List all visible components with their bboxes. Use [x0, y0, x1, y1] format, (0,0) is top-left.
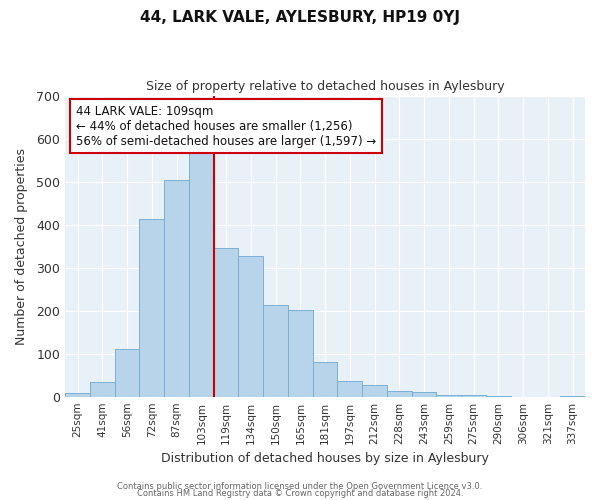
Bar: [412, 392, 436, 396]
Bar: [362, 385, 387, 396]
Bar: [189, 148, 214, 396]
Text: Contains public sector information licensed under the Open Government Licence v3: Contains public sector information licen…: [118, 482, 482, 491]
Bar: [115, 348, 139, 397]
Bar: [263, 305, 288, 396]
X-axis label: Distribution of detached houses by size in Aylesbury: Distribution of detached houses by size …: [161, 452, 489, 465]
Text: 44, LARK VALE, AYLESBURY, HP19 0YJ: 44, LARK VALE, AYLESBURY, HP19 0YJ: [140, 10, 460, 25]
Bar: [337, 381, 362, 396]
Bar: [288, 310, 313, 396]
Bar: [65, 393, 90, 396]
Bar: [387, 390, 412, 396]
Bar: [238, 256, 263, 396]
Bar: [214, 248, 238, 396]
Bar: [164, 180, 189, 396]
Y-axis label: Number of detached properties: Number of detached properties: [15, 148, 28, 344]
Bar: [90, 382, 115, 396]
Text: Contains HM Land Registry data © Crown copyright and database right 2024.: Contains HM Land Registry data © Crown c…: [137, 488, 463, 498]
Bar: [139, 219, 164, 396]
Text: 44 LARK VALE: 109sqm
← 44% of detached houses are smaller (1,256)
56% of semi-de: 44 LARK VALE: 109sqm ← 44% of detached h…: [76, 104, 376, 148]
Bar: [313, 362, 337, 396]
Title: Size of property relative to detached houses in Aylesbury: Size of property relative to detached ho…: [146, 80, 505, 93]
